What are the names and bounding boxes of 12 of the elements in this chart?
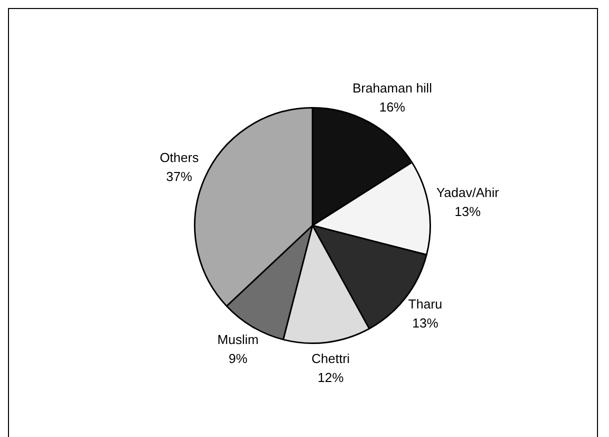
slice-label: Others xyxy=(160,150,200,166)
slice-label: Chettri xyxy=(312,351,350,366)
data-label: 37% xyxy=(166,169,193,184)
slice-label: Yadav/Ahir xyxy=(436,184,500,200)
data-label: 16% xyxy=(379,100,406,115)
data-label: 13% xyxy=(412,315,439,330)
slice-label: Muslim xyxy=(217,332,259,348)
data-label: 13% xyxy=(454,204,482,219)
data-label: 12% xyxy=(318,370,344,386)
data-label: 9% xyxy=(228,351,248,366)
slice-label: Tharu xyxy=(408,296,442,312)
slice-label: Brahaman hill xyxy=(352,80,432,96)
